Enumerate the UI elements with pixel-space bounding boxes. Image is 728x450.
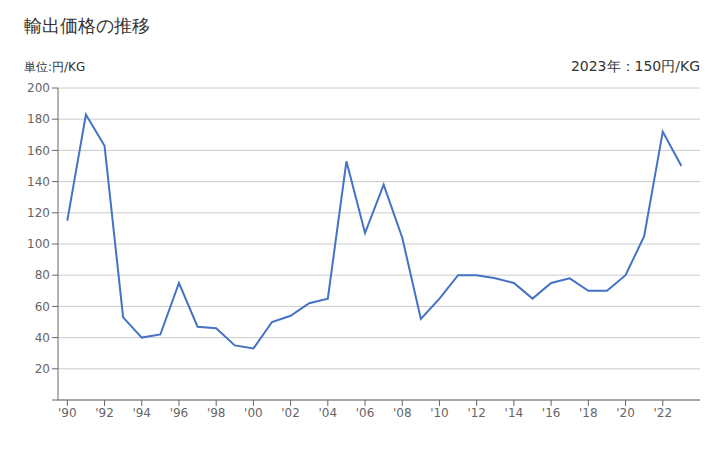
svg-text:120: 120: [27, 206, 50, 220]
svg-text:'06: '06: [356, 406, 375, 420]
svg-text:'12: '12: [467, 406, 486, 420]
svg-text:'08: '08: [393, 406, 412, 420]
svg-text:'16: '16: [542, 406, 561, 420]
svg-text:'96: '96: [170, 406, 189, 420]
svg-text:'10: '10: [430, 406, 449, 420]
svg-text:'22: '22: [653, 406, 672, 420]
svg-text:'02: '02: [281, 406, 300, 420]
svg-text:'98: '98: [207, 406, 226, 420]
svg-text:'90: '90: [58, 406, 77, 420]
svg-text:'20: '20: [616, 406, 635, 420]
svg-text:'14: '14: [505, 406, 524, 420]
svg-text:100: 100: [27, 237, 50, 251]
svg-text:'94: '94: [132, 406, 151, 420]
svg-text:'00: '00: [244, 406, 263, 420]
svg-text:180: 180: [27, 112, 50, 126]
svg-text:80: 80: [35, 268, 50, 282]
svg-text:160: 160: [27, 144, 50, 158]
svg-text:60: 60: [35, 300, 50, 314]
html-text:単位:円/KG: 単位:円/KG: [24, 60, 86, 74]
svg-text:'18: '18: [579, 406, 598, 420]
svg-text:200: 200: [27, 81, 50, 95]
svg-text:'04: '04: [319, 406, 338, 420]
svg-text:40: 40: [35, 331, 50, 345]
html-text:輸出価格の推移: 輸出価格の推移: [24, 15, 150, 36]
svg-text:'92: '92: [95, 406, 114, 420]
svg-text:20: 20: [35, 362, 50, 376]
html-text:2023年：150円/KG: 2023年：150円/KG: [570, 58, 700, 74]
svg-text:140: 140: [27, 175, 50, 189]
